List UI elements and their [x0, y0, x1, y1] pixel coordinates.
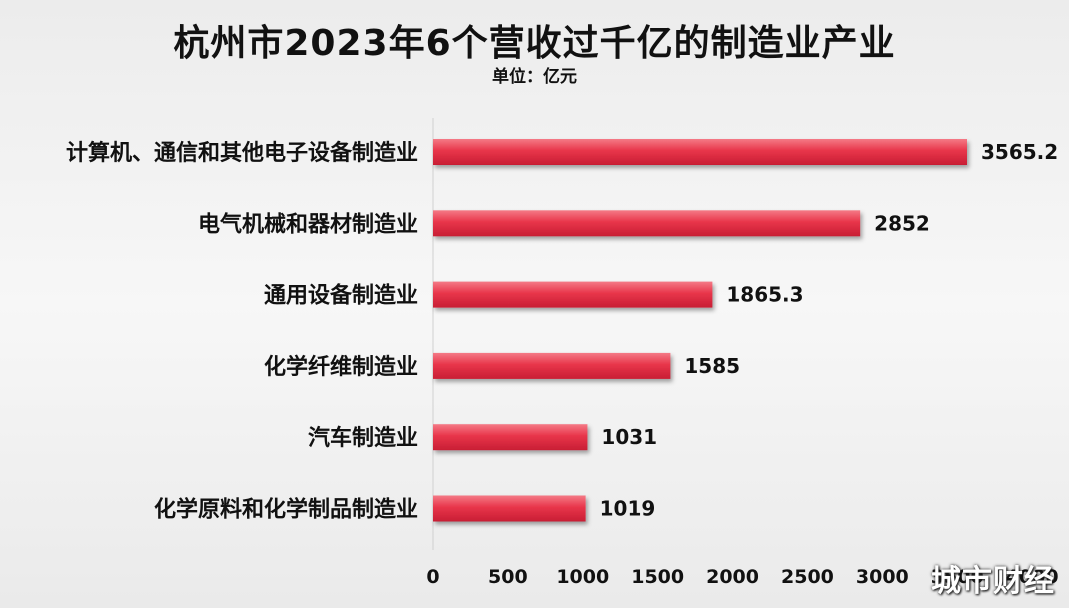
category-label-2: 通用设备制造业: [264, 283, 418, 309]
x-tick-label-0: 0: [426, 566, 439, 588]
category-label-5: 化学原料和化学制品制造业: [154, 497, 418, 523]
bar-2: [433, 281, 713, 308]
x-tick-label-1: 500: [488, 566, 528, 588]
bar-0: [433, 139, 967, 165]
x-tick-label-3: 1500: [631, 566, 684, 588]
value-label-4: 1031: [601, 425, 657, 449]
value-label-0: 3565.2: [981, 140, 1058, 164]
chart-subtitle: 单位：亿元: [492, 67, 577, 87]
value-label-1: 2852: [874, 211, 930, 235]
x-tick-label-2: 1000: [556, 566, 609, 588]
category-label-0: 计算机、通信和其他电子设备制造业: [66, 140, 418, 166]
value-label-3: 1585: [684, 354, 740, 378]
watermark: 城市财经: [931, 564, 1055, 599]
bar-4: [433, 424, 588, 451]
x-tick-label-6: 3000: [856, 566, 909, 588]
category-label-4: 汽车制造业: [308, 425, 418, 451]
category-label-3: 化学纤维制造业: [264, 354, 418, 380]
bar-5: [433, 495, 586, 522]
value-label-2: 1865.3: [726, 283, 803, 307]
bar-1: [433, 210, 861, 237]
x-tick-label-7: 3500: [931, 566, 984, 588]
value-label-5: 1019: [600, 497, 656, 521]
chart-title: 杭州市2023年6个营收过千亿的制造业产业: [173, 23, 896, 64]
x-tick-label-4: 2000: [706, 566, 759, 588]
bar-3: [433, 352, 671, 379]
x-tick-label-5: 2500: [781, 566, 834, 588]
x-tick-label-8: 4000: [1006, 566, 1059, 588]
category-label-1: 电气机械和器材制造业: [198, 211, 418, 237]
